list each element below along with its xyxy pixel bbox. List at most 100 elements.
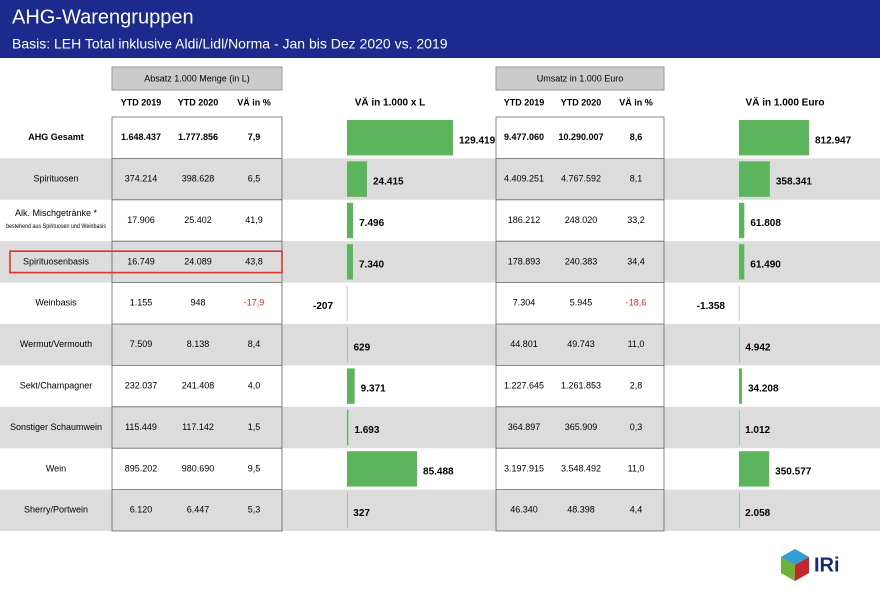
table-cell: 117.142: [182, 422, 214, 432]
group-label: Absatz 1.000 Menge (in L): [144, 73, 250, 83]
bar: [738, 285, 740, 321]
table-cell: 6.120: [130, 505, 153, 515]
group-header: [111, 66, 283, 91]
table-cell: 178.893: [508, 256, 541, 266]
bar: [739, 492, 740, 528]
table-cell: 4.767.592: [561, 173, 601, 183]
bar-label: 1.693: [354, 425, 379, 436]
bar-label: 812.947: [815, 135, 852, 146]
table-cell: 3.548.492: [561, 463, 601, 473]
table-cell: 24.089: [184, 256, 212, 266]
table-cell: 1.155: [130, 298, 153, 308]
bar: [347, 202, 354, 239]
bar: [347, 120, 453, 156]
table-cell: 41,9: [245, 215, 263, 225]
chart-title: VÄ in 1.000 x L: [355, 96, 426, 109]
bar: [347, 451, 418, 487]
table-cell: 980.690: [182, 463, 215, 473]
header-band: [0, 0, 880, 58]
table-cell: 240.383: [565, 256, 598, 266]
table-cell: 4,0: [248, 380, 261, 390]
row-label: AHG Gesamt: [28, 132, 84, 142]
bar: [347, 327, 348, 363]
table-cell: -18,6: [626, 298, 647, 308]
row-label: Wermut/Vermouth: [20, 339, 92, 349]
table-cell: 11,0: [628, 463, 645, 473]
table-cell: 11,0: [628, 339, 645, 349]
row-label: Sekt/Champagner: [20, 380, 93, 390]
table-cell: 895.202: [125, 463, 158, 473]
row-label: Alk. Mischgetränke *: [15, 208, 98, 218]
table-cell: 10.290.007: [558, 132, 603, 142]
table-cell: 7,9: [248, 132, 261, 142]
table-cell: 0,3: [630, 422, 643, 432]
bar-label: 7.340: [359, 260, 384, 271]
bar-label: 85.488: [423, 467, 454, 478]
column-header: YTD 2020: [561, 97, 602, 107]
bar-label: 1.012: [745, 425, 770, 436]
subtitle: Basis: LEH Total inklusive Aldi/Lidl/Nor…: [12, 36, 448, 52]
row-label: Weinbasis: [35, 298, 77, 308]
bar: [739, 244, 745, 280]
bar-label: 61.490: [750, 260, 781, 271]
table-cell: 8,6: [630, 132, 643, 142]
table-cell: 7.304: [513, 298, 536, 308]
bar-label: 350.577: [775, 467, 812, 478]
bar: [347, 409, 349, 446]
table-cell: 25.402: [184, 215, 212, 225]
table-cell: 5.945: [570, 298, 593, 308]
bar: [347, 368, 355, 404]
table-cell: 232.037: [125, 380, 158, 390]
table-cell: 5,3: [248, 505, 261, 515]
bar: [739, 161, 770, 197]
table-cell: 17.906: [127, 215, 155, 225]
group-header: [495, 66, 665, 91]
bar-label: 629: [354, 342, 371, 353]
bar: [739, 202, 745, 239]
title: AHG-Warengruppen: [12, 6, 194, 28]
table-cell: 44.801: [510, 339, 538, 349]
table-cell: 2,8: [630, 380, 643, 390]
table-cell: 9,5: [248, 463, 261, 473]
table-cell: 46.340: [510, 505, 538, 515]
table-cell: 3.197.915: [504, 463, 544, 473]
bar-label: 2.058: [745, 508, 770, 519]
logo-left: [781, 557, 795, 581]
bar-label: 61.808: [750, 218, 781, 229]
rows: [0, 158, 880, 531]
bar: [739, 120, 809, 156]
table-cell: 1,5: [248, 422, 261, 432]
table-cell: 365.909: [565, 422, 598, 432]
table-cell: 7.509: [130, 339, 153, 349]
table-cell: 9.477.060: [504, 132, 544, 142]
bar: [346, 285, 348, 321]
table-cell: 4,4: [630, 505, 643, 515]
column-header: VÄ in %: [237, 97, 271, 107]
table-cell: 34,4: [627, 256, 645, 266]
bar-label: 327: [353, 508, 370, 519]
bar-label: 358.341: [776, 177, 813, 188]
table-cell: 8,1: [630, 173, 643, 183]
bar: [347, 161, 367, 197]
row-label: Sherry/Portwein: [24, 505, 88, 515]
table-cell: 8,4: [248, 339, 261, 349]
table-cell: 43,8: [245, 256, 263, 266]
table-cell: -17,9: [244, 298, 265, 308]
row-label: Sonstiger Schaumwein: [10, 422, 102, 432]
table-cell: 115.449: [125, 422, 157, 432]
row-band: [0, 489, 880, 531]
column-header: YTD 2019: [121, 97, 162, 107]
bar-label: 24.415: [373, 177, 404, 188]
table-cell: 364.897: [508, 422, 541, 432]
bar: [739, 327, 740, 363]
bar-label: -1.358: [697, 301, 726, 312]
table-cell: 49.743: [567, 339, 595, 349]
logo: IRi: [781, 549, 840, 581]
table-cell: 48.398: [567, 505, 595, 515]
table-cell: 16.749: [127, 256, 155, 266]
table-cell: 1.777.856: [178, 132, 218, 142]
bar-label: 34.208: [748, 384, 779, 395]
logo-text: IRi: [814, 554, 840, 576]
row-band: [0, 324, 880, 366]
